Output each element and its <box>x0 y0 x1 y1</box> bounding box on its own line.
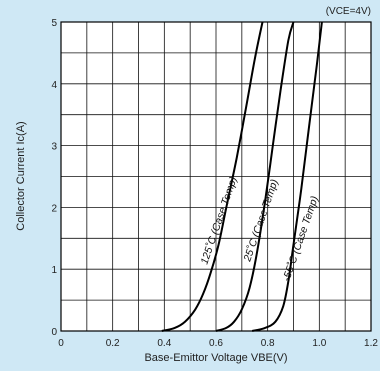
x-tick-label: 1.2 <box>364 338 378 349</box>
grid <box>61 22 371 331</box>
series-group <box>161 21 323 332</box>
x-tick-label: 0.8 <box>261 338 275 349</box>
y-tick-label: 4 <box>51 80 57 91</box>
y-tick-label: 2 <box>51 203 57 214</box>
x-tick-labels: 0 0.2 0.4 0.6 0.8 1.0 1.2 <box>58 338 378 349</box>
x-tick-label: 1.0 <box>312 338 326 349</box>
y-tick-label: 5 <box>51 18 57 29</box>
series-line-125c <box>161 21 264 332</box>
series-line-minus55c <box>251 21 323 332</box>
y-tick-label: 0 <box>51 327 57 338</box>
condition-label: (VCE=4V) <box>326 6 371 17</box>
x-tick-label: 0.6 <box>209 338 223 349</box>
y-tick-labels: 0 1 2 3 4 5 <box>51 18 57 338</box>
y-axis-label: Collector Current Ic(A) <box>15 121 27 230</box>
x-tick-label: 0.2 <box>106 338 120 349</box>
y-tick-label: 3 <box>51 142 57 153</box>
plot-frame <box>60 21 372 332</box>
series-line-25c <box>215 21 295 332</box>
x-tick-label: 0.4 <box>157 338 171 349</box>
y-tick-label: 1 <box>51 265 57 276</box>
x-tick-label: 0 <box>58 338 64 349</box>
x-axis-label: Base-Emittor Voltage VBE(V) <box>144 352 287 364</box>
